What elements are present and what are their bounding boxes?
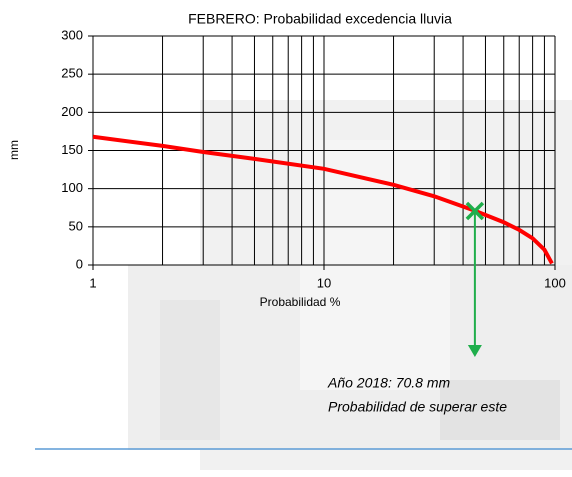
annotation: Año 2018: 70.8 mm [327,375,451,391]
annotation: Probabilidad de superar este [328,399,507,415]
y-axis-label: mm [7,140,21,160]
y-tick-label: 300 [61,27,83,42]
x-tick-label: 10 [317,275,331,290]
background-image [128,100,572,470]
x-tick-label: 100 [544,275,566,290]
arrow-head [467,345,482,357]
y-tick-label: 100 [61,180,83,195]
y-tick-label: 50 [69,218,83,233]
chart-title: FEBRERO: Probabilidad excedencia lluvia [188,11,452,27]
y-tick-label: 150 [61,142,83,157]
x-tick-label: 1 [89,275,96,290]
x-axis-label: Probabilidad % [260,295,341,309]
data-line [92,134,554,265]
y-tick-label: 0 [76,256,83,271]
y-tick-label: 200 [61,104,83,119]
y-tick-label: 250 [61,66,83,81]
data-marker [465,201,485,221]
